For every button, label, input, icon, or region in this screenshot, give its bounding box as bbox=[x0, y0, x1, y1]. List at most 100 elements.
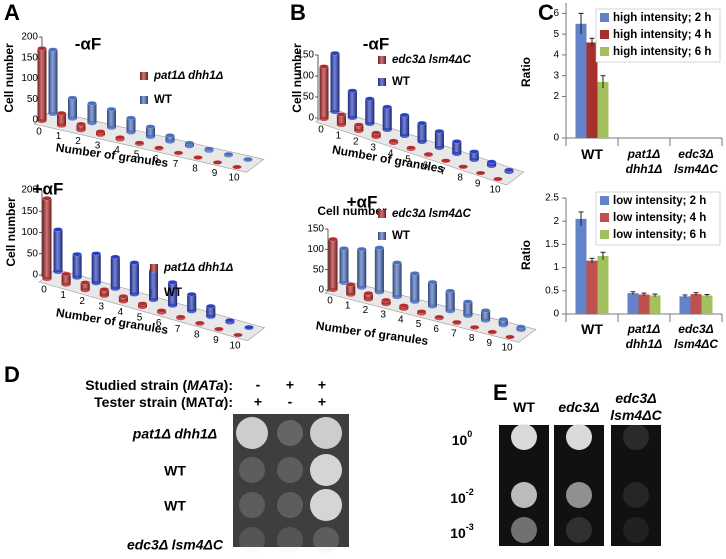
bar-base bbox=[91, 281, 101, 286]
bar-top bbox=[336, 112, 347, 117]
legend-swatch bbox=[600, 13, 609, 22]
x-tick-label: 4 bbox=[388, 149, 394, 160]
bar-shade bbox=[487, 161, 497, 166]
sign: + bbox=[318, 377, 326, 393]
legend-label: high intensity; 6 h bbox=[613, 46, 711, 58]
legend-swatch-shade bbox=[378, 210, 386, 218]
panel-label: A bbox=[4, 0, 20, 25]
legend-box bbox=[595, 191, 721, 246]
bar-top bbox=[516, 324, 526, 329]
x-tick-label: 5 bbox=[405, 155, 411, 166]
sign: - bbox=[288, 394, 293, 410]
x-tick-label: 4 bbox=[398, 314, 404, 325]
bar-shade bbox=[87, 103, 97, 124]
bar-base bbox=[487, 164, 497, 168]
bar bbox=[597, 81, 609, 138]
bar-top bbox=[504, 167, 514, 173]
bar-top bbox=[129, 260, 140, 265]
bar-top bbox=[441, 158, 451, 163]
x-tick-label: 6 bbox=[153, 154, 159, 165]
legend-swatch-shade bbox=[150, 264, 158, 272]
bar-top bbox=[126, 115, 136, 121]
bar-top bbox=[345, 282, 356, 287]
legend-label: high intensity; 2 h bbox=[613, 12, 711, 24]
y-tick-label: 100 bbox=[21, 73, 38, 84]
x-tick-label: 3 bbox=[380, 310, 386, 321]
bar-shade bbox=[107, 109, 116, 128]
bar-top bbox=[76, 121, 86, 127]
legend-swatch-shade bbox=[150, 289, 158, 297]
bar-shade bbox=[357, 249, 367, 288]
dilution-label: 10-2 bbox=[450, 487, 474, 505]
bar-top bbox=[212, 160, 223, 165]
x-tick-label: 9 bbox=[213, 335, 219, 346]
y-tick-label: 5 bbox=[553, 29, 559, 40]
bar-top bbox=[173, 150, 184, 156]
y-tick-label: 2 bbox=[553, 216, 559, 227]
bar-base bbox=[53, 270, 63, 274]
bar-shade bbox=[42, 198, 52, 279]
bar-base bbox=[99, 293, 109, 298]
bar-top bbox=[469, 324, 480, 330]
bar bbox=[597, 256, 609, 314]
x-tick-label: 8 bbox=[469, 333, 475, 344]
bar-top bbox=[354, 122, 364, 127]
legend-swatch bbox=[600, 47, 609, 56]
bar-shade bbox=[149, 270, 158, 300]
bar-top bbox=[134, 140, 145, 146]
x-tick-label: 2 bbox=[79, 296, 85, 307]
colony-spot bbox=[239, 457, 265, 483]
x-tick-label: pat1Δ dhh1Δ bbox=[626, 322, 663, 351]
bar-top bbox=[392, 260, 402, 265]
legend-swatch-shade bbox=[378, 56, 386, 64]
bar-base bbox=[399, 306, 409, 311]
colony-spot bbox=[236, 417, 268, 449]
colony-spot bbox=[239, 492, 265, 518]
bar-base bbox=[371, 135, 381, 139]
bar-shade bbox=[68, 97, 77, 119]
dilution-base: 10 bbox=[450, 490, 466, 506]
strain-label: WT bbox=[164, 463, 186, 479]
bar-base bbox=[469, 158, 479, 162]
bar-top bbox=[244, 324, 254, 330]
panel-label: E bbox=[493, 380, 508, 405]
bar-shade bbox=[445, 290, 455, 312]
bar-shade bbox=[187, 294, 197, 312]
bar-base bbox=[330, 110, 340, 114]
x-tick-label: 4 bbox=[114, 145, 120, 156]
y-tick-label: 0 bbox=[318, 285, 324, 296]
x-tick-label: 2 bbox=[353, 137, 359, 148]
bar bbox=[586, 260, 598, 314]
y-tick-label: 0 bbox=[32, 270, 38, 281]
x-tick-label: 0 bbox=[327, 296, 333, 307]
bar-base bbox=[110, 286, 120, 291]
x-tick-label: 5 bbox=[137, 313, 143, 324]
colony-spot bbox=[277, 492, 303, 518]
bar-top bbox=[347, 88, 358, 93]
y-tick-label: 1.5 bbox=[545, 239, 559, 250]
colony-spot bbox=[310, 417, 342, 449]
strain-label: pat1Δ dhh1Δ bbox=[132, 426, 217, 442]
bar-base bbox=[185, 144, 194, 149]
bar-shade bbox=[371, 132, 381, 137]
panel-label: D bbox=[4, 362, 20, 387]
y-tick-label: 0 bbox=[553, 133, 559, 144]
x-tick-label: 10 bbox=[489, 185, 501, 196]
bar-base bbox=[165, 139, 175, 144]
x-tick-label: 5 bbox=[416, 319, 422, 330]
dilution-exponent: -3 bbox=[466, 522, 474, 532]
bar-top bbox=[80, 280, 90, 285]
bar-shade bbox=[434, 131, 444, 148]
bar-base bbox=[319, 117, 329, 121]
bar-base bbox=[48, 112, 58, 116]
dilution-base: 10 bbox=[450, 525, 466, 541]
bar-base bbox=[392, 295, 402, 300]
condition: -αF bbox=[363, 34, 390, 53]
bar-top bbox=[137, 301, 148, 306]
bar-shade bbox=[61, 273, 71, 285]
bar-top bbox=[486, 159, 497, 165]
y-tick-label: 50 bbox=[27, 94, 39, 105]
y-axis-label: Ratio bbox=[519, 57, 533, 87]
bar-top bbox=[498, 316, 509, 322]
bar-base bbox=[138, 305, 147, 309]
